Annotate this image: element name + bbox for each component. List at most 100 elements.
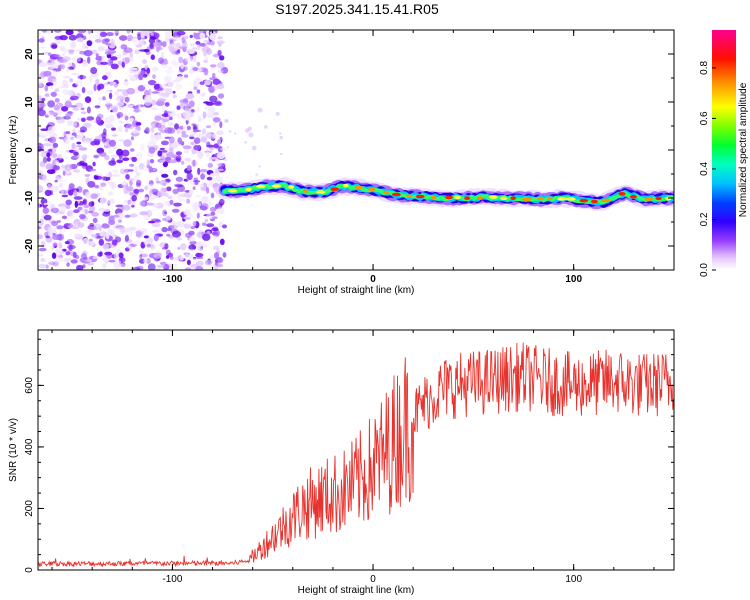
noise-blob [106,89,111,93]
noise-blob [64,223,71,226]
noise-blob [216,263,224,268]
noise-blob [112,169,119,174]
noise-blob [86,116,95,121]
noise-dot [251,145,257,151]
noise-blob [150,134,155,141]
noise-blob [211,216,218,219]
noise-blob [110,154,119,158]
noise-blob [138,200,146,207]
noise-blob [175,184,184,187]
noise-blob [118,139,125,142]
noise-blob [202,128,207,135]
noise-blob [135,122,142,126]
noise-blob [102,75,108,81]
noise-blob [66,262,70,267]
noise-blob [45,163,54,170]
signal-peak [591,199,598,204]
noise-blob [126,87,136,95]
noise-blob [129,75,137,82]
noise-blob [97,45,105,52]
noise-blob [183,66,188,71]
noise-blob [186,165,192,171]
signal-peak [629,195,637,199]
noise-blob [180,62,185,69]
noise-blob [222,224,227,229]
noise-blob [127,73,133,77]
noise-blob [216,40,225,45]
spectrogram-plot-area [38,30,674,270]
noise-blob [51,245,55,250]
noise-blob [40,102,46,108]
noise-blob [109,139,116,147]
noise-blob [75,149,80,153]
noise-blob [210,40,215,46]
noise-blob [43,202,47,206]
noise-blob [148,220,156,224]
noise-blob [58,136,65,140]
noise-blob [129,67,138,71]
noise-blob [94,184,100,189]
noise-blob [200,173,206,180]
noise-blob [150,33,155,36]
noise-blob [99,31,108,37]
snr-panel: -100 0 100 0 200 400 600 Height of straight li… [8,329,675,596]
noise-blob [204,40,211,47]
noise-blob [57,177,63,181]
noise-blob [159,159,166,163]
noise-blob [167,195,173,199]
noise-blob [125,123,135,130]
noise-blob [84,173,91,177]
noise-blob [109,89,113,93]
noise-blob [79,74,84,80]
noise-blob [169,224,178,230]
noise-blob [110,38,115,44]
noise-blob [102,208,111,212]
noise-blob [38,32,42,37]
noise-blob [117,95,126,99]
noise-blob [47,184,51,189]
noise-blob [188,254,194,260]
signal-peak [579,198,589,203]
noise-blob [204,152,211,158]
noise-blob [150,124,155,128]
noise-blob [111,146,118,150]
noise-blob [144,94,153,103]
noise-blob [78,222,85,228]
noise-blob [99,197,107,205]
noise-blob [79,129,85,133]
signal-peak [536,196,545,201]
noise-blob [219,55,225,61]
noise-blob [146,46,155,50]
noise-blob [90,234,97,238]
noise-blob [149,159,155,164]
noise-blob [95,173,104,177]
noise-blob [69,78,73,83]
noise-blob [213,245,221,251]
noise-blob [134,49,140,55]
noise-blob [174,61,180,68]
noise-blob [66,211,72,217]
signal-peak [315,190,326,194]
noise-blob [192,206,199,212]
noise-blob [183,148,190,154]
noise-blob [212,78,221,85]
noise-blob [95,136,102,140]
noise-blob [138,249,144,255]
noise-blob [102,176,106,181]
noise-blob [169,116,173,121]
noise-blob [139,254,143,260]
noise-blob [64,156,68,160]
noise-blob [55,88,60,92]
noise-blob [165,69,174,74]
noise-blob [76,162,84,167]
signal-peak [476,196,484,200]
noise-blob [118,263,126,268]
noise-blob [164,102,170,107]
noise-blob [129,148,135,152]
noise-blob [86,229,93,234]
noise-blob [51,252,57,259]
noise-blob [206,111,214,117]
noise-blob [186,172,193,181]
noise-blob [121,149,130,157]
